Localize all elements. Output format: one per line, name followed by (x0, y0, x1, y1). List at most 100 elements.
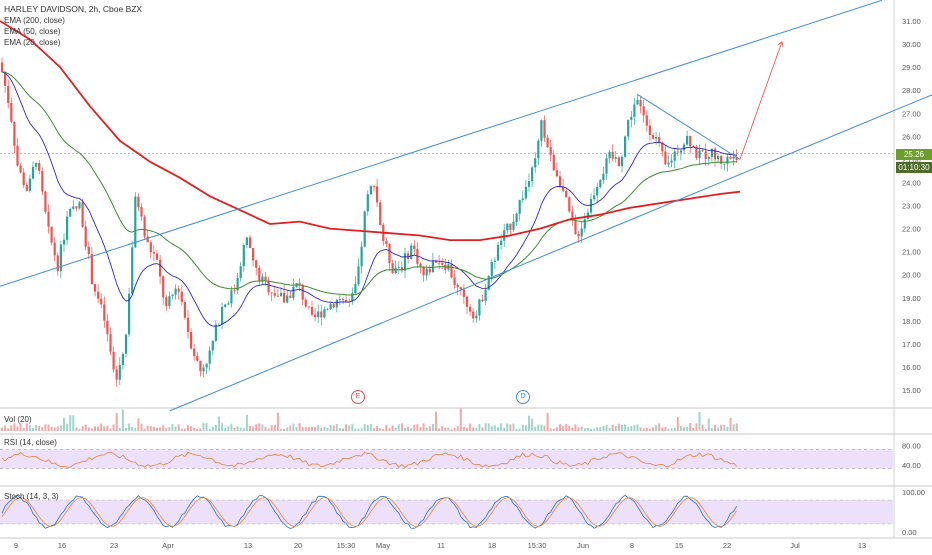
candle-body (183, 302, 186, 318)
volume-bar (552, 428, 555, 431)
legend-ema50[interactable]: EMA (50, close) (4, 27, 61, 36)
volume-bar (537, 424, 540, 431)
volume-bar (611, 424, 614, 431)
trend-channel[interactable] (0, 0, 932, 412)
volume-bar (72, 415, 75, 431)
ema50-line (1, 71, 737, 296)
candle-body (459, 287, 462, 290)
rsi-pane: 80.00 40.00 (0, 442, 921, 470)
stoch-k-line (1, 494, 738, 529)
volume-bar (360, 428, 363, 431)
volume-bar (118, 428, 121, 431)
stoch-label[interactable]: Stoch (14, 3, 3) (4, 492, 59, 501)
volume-bar (580, 426, 583, 431)
candle-body (627, 119, 630, 137)
candle-body (565, 190, 568, 198)
candle-body (410, 245, 413, 259)
volume-bar (38, 426, 41, 431)
volume-bar (208, 428, 211, 431)
rsi-label[interactable]: RSI (14, close) (4, 438, 57, 447)
volume-bar (571, 427, 574, 431)
volume-bar (462, 426, 465, 431)
candle-body (580, 228, 583, 237)
volume-bar (416, 424, 419, 431)
candle-body (490, 261, 493, 276)
candle-body (217, 324, 221, 326)
candle-body (363, 211, 366, 247)
arrow-head-icon (777, 40, 784, 47)
candle-body (493, 260, 496, 262)
candle-body (84, 226, 87, 247)
candle-body (47, 211, 50, 227)
earnings-marker-icon[interactable]: E (351, 390, 365, 404)
volume-bar (425, 427, 428, 431)
candle-body (205, 363, 208, 368)
volume-bar (13, 423, 16, 431)
volume-bar (658, 423, 661, 431)
candle-body (453, 277, 456, 286)
volume-bar (506, 423, 509, 431)
price-tick-label: 19.00 (902, 294, 921, 303)
candle-body (478, 299, 481, 316)
candle-body (81, 202, 84, 227)
stoch-band (0, 500, 894, 524)
volume-bar (546, 412, 549, 431)
price-tick-label: 18.00 (902, 317, 921, 326)
candle-body (90, 254, 93, 285)
volume-bar (735, 423, 738, 431)
volume-bar (307, 427, 310, 431)
rsi-band (0, 449, 894, 469)
volume-bar (500, 423, 503, 431)
candle-body (155, 253, 159, 260)
candle-body (558, 176, 562, 187)
volume-bar (729, 418, 732, 431)
volume-bar (490, 426, 493, 431)
candle-body (279, 292, 283, 297)
candle-body (369, 186, 372, 195)
volume-bar (41, 427, 44, 431)
volume-bar (397, 424, 400, 431)
candle-body (472, 311, 475, 319)
candle-body (732, 156, 735, 159)
candle-body (400, 267, 403, 271)
candle-body (193, 348, 196, 357)
candle-body (93, 284, 97, 292)
volume-bar (450, 428, 453, 431)
volume-bar (177, 424, 180, 431)
legend-ema20[interactable]: EMA (20, close) (4, 38, 61, 47)
volume-bar (258, 423, 261, 431)
dividend-marker-icon[interactable]: D (516, 390, 530, 404)
volume-bar (242, 428, 245, 431)
legend-ema200[interactable]: EMA (200, close) (4, 16, 65, 25)
price-tick-label: 21.00 (902, 248, 921, 257)
candle-body (515, 213, 518, 222)
candle-body (304, 299, 307, 307)
candle-body (62, 239, 66, 245)
price-tick-label: 29.00 (902, 63, 921, 72)
candle-body (376, 186, 379, 203)
volume-bar (249, 426, 251, 431)
candle-body (475, 315, 478, 319)
volume-bar (484, 423, 487, 431)
candle-body (323, 309, 326, 318)
ema200-line (0, 20, 741, 241)
volume-bar (469, 423, 472, 431)
volume-bar (655, 425, 658, 431)
candle-body (720, 155, 723, 164)
lower-channel-line (169, 94, 932, 412)
volume-bar (438, 428, 441, 431)
candle-body (292, 286, 295, 298)
stoch-d-line (1, 497, 738, 527)
candle-body (608, 151, 611, 159)
candle-body (264, 276, 267, 281)
symbol-title[interactable]: HARLEY DAVIDSON, 2h, Cboe BZX (4, 4, 143, 14)
volume-bar (345, 424, 348, 431)
volume-bar (710, 428, 713, 431)
volume-bar (134, 428, 137, 431)
volume-bar (94, 426, 96, 431)
volume-label[interactable]: Vol (20) (4, 415, 32, 424)
last-price-badge: 25.26 (896, 149, 932, 160)
volume-bar (338, 428, 341, 431)
